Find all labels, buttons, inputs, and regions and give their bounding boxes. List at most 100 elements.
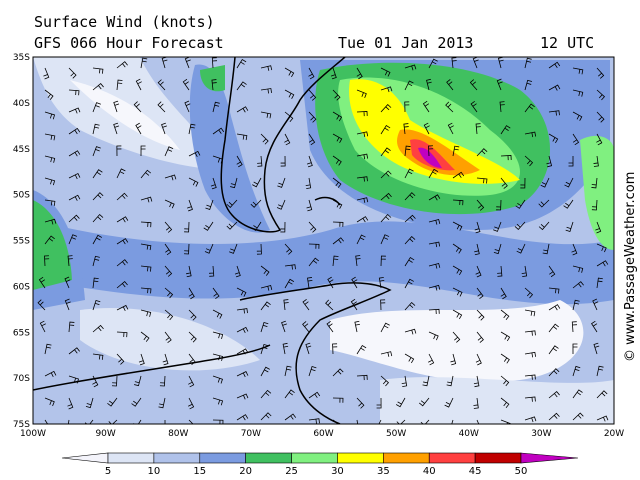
wind-barb [140, 145, 146, 157]
legend-label: 15 [193, 466, 206, 477]
wind-barb [236, 106, 249, 113]
wind-barb [260, 88, 272, 94]
wind-barb [596, 260, 609, 267]
wind-barb [307, 277, 313, 289]
wind-barb [538, 199, 550, 208]
wind-barb [162, 353, 169, 366]
wind-barb [493, 221, 502, 232]
wind-barb [236, 155, 243, 168]
wind-barb [157, 79, 166, 91]
wind-barb [157, 101, 166, 113]
wind-barb [428, 331, 439, 341]
wind-barb [524, 374, 536, 380]
wind-barb [332, 368, 344, 377]
wind-barb [500, 287, 507, 300]
wind-barb [380, 86, 393, 93]
wind-barb [67, 419, 70, 424]
wind-barb [188, 397, 195, 410]
wind-barb [308, 89, 317, 101]
wind-barb [229, 243, 238, 254]
wind-barb [116, 216, 129, 223]
wind-barb [452, 265, 463, 276]
wind-barb [209, 265, 215, 277]
wind-barb [256, 243, 262, 255]
wind-barb [596, 89, 606, 101]
wind-barb [84, 419, 94, 424]
wind-barb [452, 221, 463, 231]
wind-barb [428, 262, 441, 269]
wind-barb [284, 111, 294, 123]
legend-segment [291, 452, 338, 464]
wind-barb [403, 123, 409, 135]
wind-barb [161, 122, 167, 135]
legend-label: 35 [377, 466, 390, 477]
wind-barb [548, 61, 561, 69]
wind-barb [260, 133, 269, 145]
lat-label: 40S [13, 99, 30, 109]
wind-barb [204, 243, 214, 254]
wind-barb [64, 298, 71, 311]
wind-barb [188, 150, 201, 157]
lon-label: 60W [313, 429, 333, 439]
wind-barb [355, 255, 361, 267]
wind-barb [524, 79, 533, 91]
wind-barb [85, 397, 94, 409]
wind-barb [308, 391, 321, 399]
wind-barb [332, 89, 341, 101]
wind-barb [350, 298, 358, 311]
wind-barb [497, 265, 503, 277]
wind-barb [236, 81, 247, 91]
lat-label: 75S [13, 420, 30, 430]
wind-barb [332, 199, 343, 209]
wind-barb [277, 177, 286, 188]
wind-barb [572, 265, 584, 273]
wind-barb [476, 199, 485, 211]
wind-barb [68, 150, 81, 157]
shade [33, 200, 72, 290]
wind-barb [205, 199, 214, 210]
wind-barb [44, 218, 57, 225]
wind-barb [404, 80, 414, 91]
legend-segment [474, 452, 522, 464]
wind-barb [591, 199, 598, 211]
wind-barb [186, 265, 192, 278]
wind-barb [428, 284, 441, 291]
lat-label: 55S [13, 237, 30, 247]
wind-barb [188, 375, 195, 388]
time: 12 UTC [540, 34, 594, 52]
wind-barb [164, 221, 173, 233]
wind-barb [236, 326, 249, 333]
wind-barb [524, 287, 534, 299]
wind-barb [356, 197, 369, 203]
wind-barb [521, 265, 528, 278]
wind-barb [548, 110, 560, 116]
wind-barb [188, 353, 196, 365]
shade [189, 64, 270, 233]
wind-barb [472, 57, 479, 69]
wind-barb [473, 397, 479, 409]
lon-label: 70W [241, 429, 261, 439]
wind-barb [473, 375, 480, 388]
wind-barb [38, 276, 46, 289]
wind-barb [356, 397, 365, 409]
wind-barb [158, 397, 166, 409]
wind-barb [548, 391, 560, 399]
wind-barb [376, 397, 382, 409]
wind-barb [210, 177, 217, 190]
wind-barb [164, 174, 177, 181]
wind-barb [591, 177, 598, 189]
wind-barb [514, 221, 526, 231]
wind-barb [351, 276, 358, 289]
shade [70, 80, 180, 150]
wind-barb [134, 375, 142, 387]
wind-barb [131, 397, 142, 407]
lon-label: 20W [604, 429, 624, 439]
legend-label: 10 [148, 466, 161, 477]
wind-barb [332, 237, 344, 245]
wind-barb [452, 145, 460, 157]
wind-barb [452, 199, 464, 206]
wind-barb [68, 347, 80, 355]
wind-barb [68, 214, 80, 223]
wind-barb [308, 111, 317, 123]
wind-barb [92, 324, 104, 333]
